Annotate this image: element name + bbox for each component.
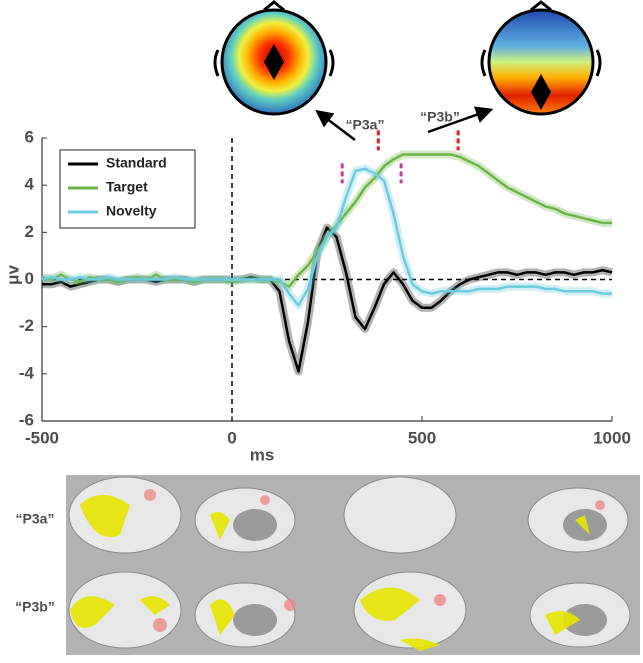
y-tick-label: 2 (25, 222, 34, 241)
x-tick-label: 500 (408, 428, 436, 447)
y-axis-label: μv (3, 265, 22, 285)
arrow (315, 109, 356, 141)
x-tick-label: 0 (227, 428, 236, 447)
legend-label: Novelty (106, 203, 157, 219)
plot: -6 -4 -2 0 2 4 6 -500 0 500 1000 Standard Target Nove… (19, 127, 631, 447)
topomap-p3a (213, 0, 335, 116)
series-line (42, 226, 613, 373)
arrow (427, 106, 494, 134)
annotation: “P3a” (346, 117, 385, 133)
y-tick-label: 6 (25, 127, 34, 146)
error-band (42, 223, 613, 376)
y-tick-label: -2 (19, 316, 34, 335)
series-line (41, 167, 612, 307)
y-tick-label: 0 (25, 269, 34, 288)
topomap-p3b (480, 0, 602, 116)
x-tick-label: -500 (25, 428, 59, 447)
y-tick-label: -6 (19, 410, 34, 429)
brain-panels (66, 475, 640, 655)
y-tick-label: 4 (25, 175, 35, 194)
row-label: “P3b” (15, 599, 55, 615)
y-tick-label: -4 (19, 363, 35, 382)
row-label: “P3a” (16, 511, 55, 527)
x-tick-label: 1000 (593, 428, 631, 447)
legend-label: Target (106, 179, 148, 195)
legend-label: Standard (106, 155, 167, 171)
x-axis-label: ms (250, 445, 275, 464)
annotation: “P3b” (420, 109, 460, 125)
